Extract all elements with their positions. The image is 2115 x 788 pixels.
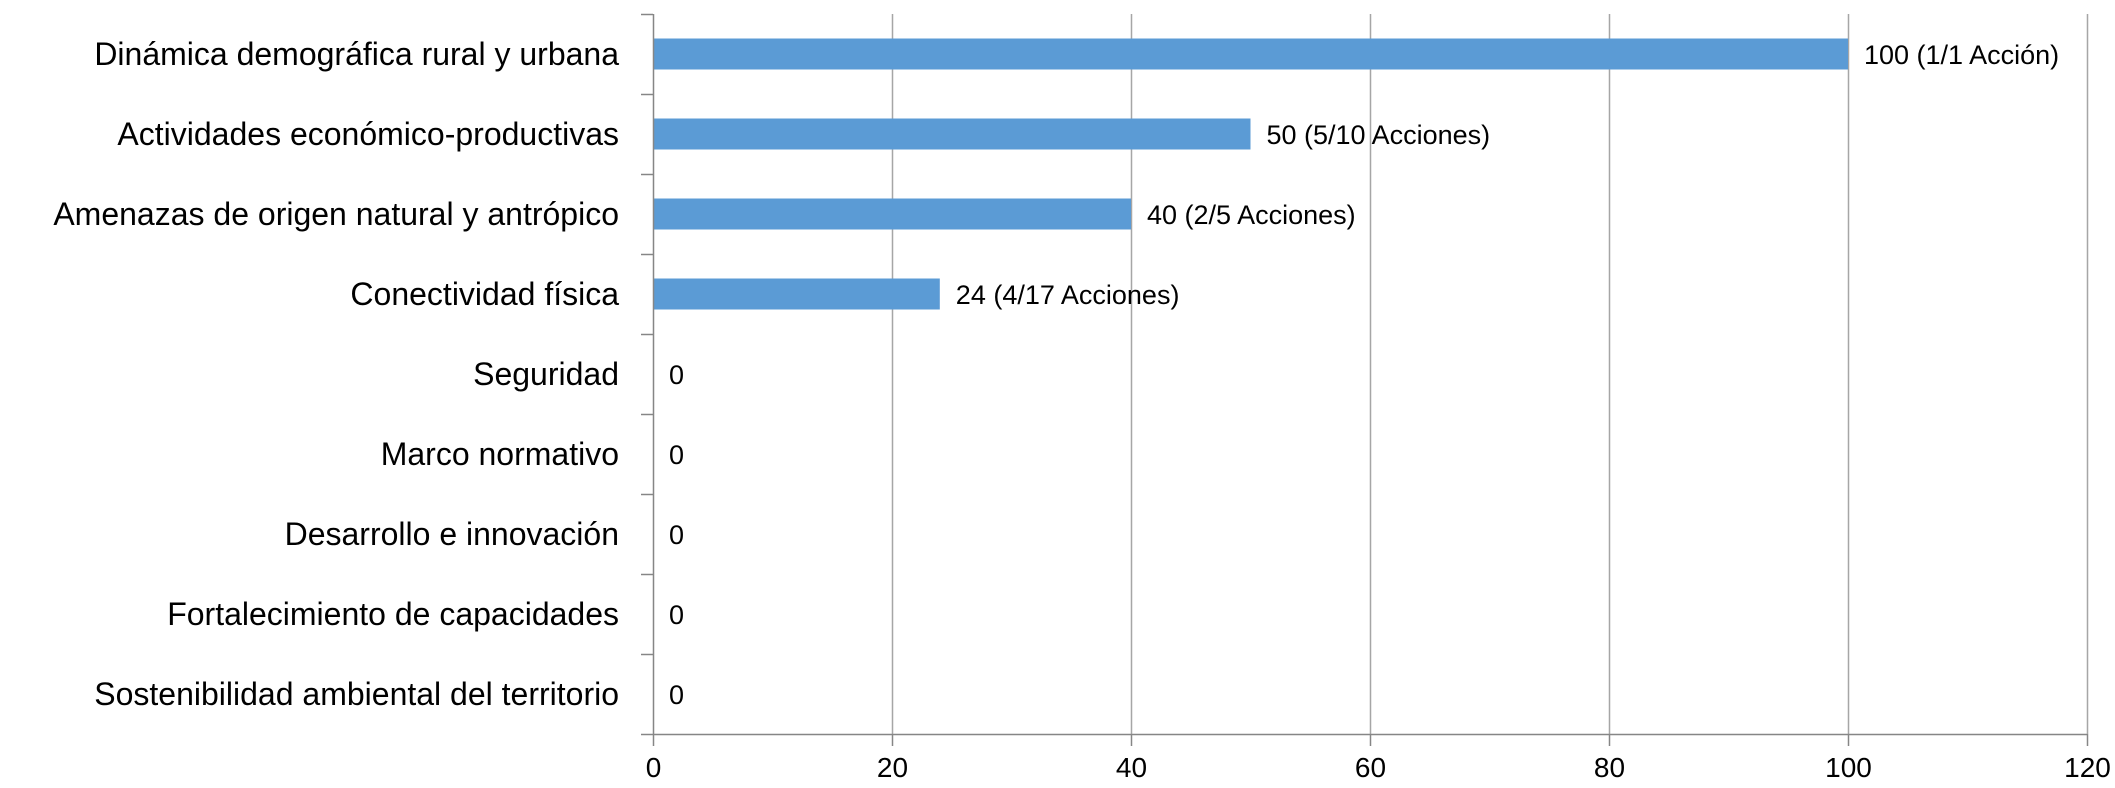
bars: [654, 38, 1848, 310]
bar: [654, 38, 1848, 70]
x-tick-labels: 0 20 40 60 80 100 120: [646, 752, 2111, 783]
data-label: 0: [669, 440, 684, 470]
category-label: Marco normativo: [381, 436, 619, 472]
category-labels: Dinámica demográfica rural y urbana Activ…: [53, 36, 619, 712]
category-label: Fortalecimiento de capacidades: [167, 596, 619, 632]
x-tick-label: 40: [1116, 752, 1147, 783]
category-label: Dinámica demográfica rural y urbana: [94, 36, 619, 72]
x-tick-label: 0: [646, 752, 662, 783]
data-labels: 100 (1/1 Acción) 50 (5/10 Acciones) 40 (2/…: [669, 40, 2059, 710]
data-label: 0: [669, 680, 684, 710]
data-label: 100 (1/1 Acción): [1864, 40, 2059, 70]
x-tick-label: 120: [2064, 752, 2111, 783]
category-label: Conectividad física: [350, 276, 619, 312]
bar: [654, 118, 1251, 150]
x-tick-label: 20: [877, 752, 908, 783]
x-tick-label: 60: [1355, 752, 1386, 783]
x-tick-label: 80: [1594, 752, 1625, 783]
category-label: Actividades económico-productivas: [117, 116, 619, 152]
axes: [641, 13, 2089, 746]
data-label: 0: [669, 600, 684, 630]
data-label: 40 (2/5 Acciones): [1147, 200, 1356, 230]
x-tick-label: 100: [1825, 752, 1872, 783]
category-label: Seguridad: [473, 356, 619, 392]
bar: [654, 198, 1131, 230]
data-label: 24 (4/17 Acciones): [956, 280, 1180, 310]
category-label: Desarrollo e innovación: [285, 516, 619, 552]
data-label: 0: [669, 360, 684, 390]
data-label: 0: [669, 520, 684, 550]
bar: [654, 278, 940, 310]
category-label: Sostenibilidad ambiental del territorio: [94, 676, 619, 712]
category-label: Amenazas de origen natural y antrópico: [53, 196, 619, 232]
data-label: 50 (5/10 Acciones): [1267, 120, 1491, 150]
